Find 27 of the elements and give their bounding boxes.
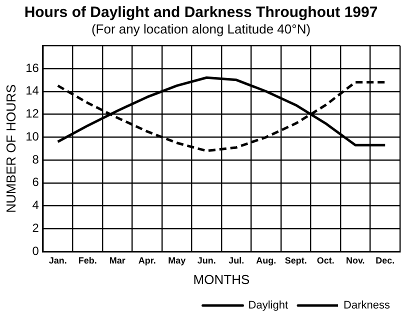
y-tick-label: 16: [26, 60, 40, 75]
x-tick-label: Nov.: [346, 255, 365, 266]
y-axis-title: NUMBER OF HOURS: [3, 84, 18, 213]
x-tick-label: May: [168, 255, 186, 266]
x-axis-title: MONTHS: [193, 272, 250, 287]
x-tick-label: Aug.: [256, 255, 276, 266]
y-tick-label: 6: [32, 175, 40, 190]
y-tick-label: 10: [26, 129, 40, 144]
x-tick-label: Jun.: [197, 255, 216, 266]
y-tick-label: 0: [32, 244, 40, 258]
legend-label: Daylight: [248, 300, 288, 312]
chart-title: Hours of Daylight and Darkness Throughout 1997: [24, 4, 378, 22]
x-tick-label: Oct.: [316, 255, 334, 266]
y-tick-label: 4: [32, 198, 40, 212]
y-tick-label: 14: [26, 84, 40, 98]
x-tick-label: Jan.: [48, 255, 67, 266]
y-tick-label: 2: [32, 221, 40, 236]
y-tick-label: 12: [26, 106, 40, 121]
x-tick-label: Sept.: [284, 255, 307, 266]
x-tick-label: Mar: [109, 255, 126, 266]
x-tick-label: Apr.: [138, 255, 156, 266]
x-tick-label: Jul.: [228, 255, 244, 266]
legend-label: Darkness: [344, 300, 390, 312]
chart-subtitle: (For any location along Latitude 40°N): [91, 21, 311, 36]
y-tick-label: 8: [32, 152, 40, 166]
x-tick-label: Feb.: [78, 255, 97, 266]
x-tick-label: Dec.: [376, 255, 395, 266]
